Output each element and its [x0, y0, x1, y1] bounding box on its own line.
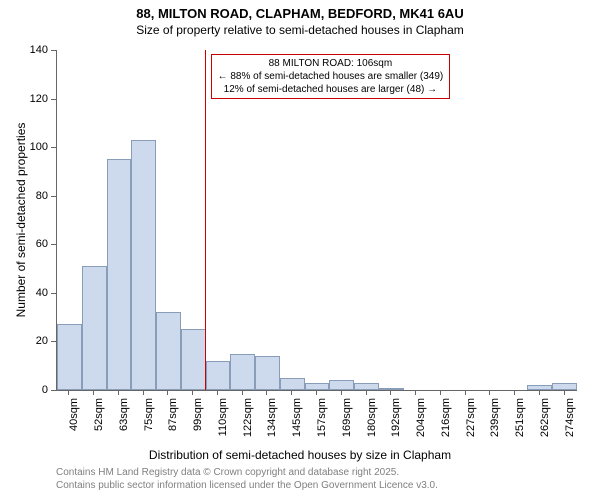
xtick-mark [118, 390, 119, 395]
histogram-bar [82, 266, 107, 390]
footer-text: Contains HM Land Registry data © Crown c… [56, 466, 438, 492]
xtick-label: 216sqm [440, 398, 452, 448]
xtick-label: 75sqm [143, 398, 155, 448]
ytick-mark [51, 196, 56, 197]
xtick-mark [192, 390, 193, 395]
histogram-bar [305, 383, 330, 390]
ytick-mark [51, 390, 56, 391]
xtick-label: 251sqm [514, 398, 526, 448]
xtick-mark [415, 390, 416, 395]
histogram-bar [354, 383, 379, 390]
xtick-mark [242, 390, 243, 395]
ytick-mark [51, 50, 56, 51]
subject-marker-line [205, 50, 207, 390]
histogram-bar [280, 378, 305, 390]
ytick-mark [51, 99, 56, 100]
xtick-mark [489, 390, 490, 395]
xtick-mark [341, 390, 342, 395]
xtick-label: 63sqm [118, 398, 130, 448]
xtick-mark [167, 390, 168, 395]
xtick-mark [266, 390, 267, 395]
ytick-label: 20 [36, 335, 48, 347]
title-line2: Size of property relative to semi-detach… [0, 23, 600, 37]
xtick-label: 40sqm [68, 398, 80, 448]
x-axis-label: Distribution of semi-detached houses by … [0, 448, 600, 462]
xtick-mark [440, 390, 441, 395]
xtick-label: 227sqm [465, 398, 477, 448]
ytick-mark [51, 293, 56, 294]
histogram-bar [156, 312, 181, 390]
footer-line2: Contains public sector information licen… [56, 480, 438, 491]
xtick-label: 169sqm [341, 398, 353, 448]
y-axis-label: Number of semi-detached properties [14, 100, 28, 340]
xtick-label: 180sqm [366, 398, 378, 448]
xtick-label: 239sqm [489, 398, 501, 448]
histogram-bar [131, 140, 156, 390]
histogram-bar [552, 383, 577, 390]
ytick-mark [51, 147, 56, 148]
xtick-label: 157sqm [316, 398, 328, 448]
ytick-label: 40 [36, 287, 48, 299]
xtick-mark [291, 390, 292, 395]
histogram-bar [107, 159, 132, 390]
xtick-label: 99sqm [192, 398, 204, 448]
annotation-box: 88 MILTON ROAD: 106sqm ← 88% of semi-deta… [211, 54, 451, 99]
ytick-mark [51, 244, 56, 245]
ytick-label: 80 [36, 190, 48, 202]
footer-line1: Contains HM Land Registry data © Crown c… [56, 467, 399, 478]
xtick-mark [316, 390, 317, 395]
xtick-mark [514, 390, 515, 395]
ytick-label: 0 [42, 384, 48, 396]
histogram-bar [230, 354, 255, 390]
xtick-label: 204sqm [415, 398, 427, 448]
ytick-label: 100 [30, 141, 48, 153]
xtick-label: 110sqm [217, 398, 229, 448]
histogram-bar [57, 324, 82, 390]
xtick-mark [366, 390, 367, 395]
xtick-mark [465, 390, 466, 395]
histogram-bar [527, 385, 552, 390]
ytick-label: 140 [30, 44, 48, 56]
histogram-bar [255, 356, 280, 390]
xtick-mark [217, 390, 218, 395]
xtick-label: 274sqm [564, 398, 576, 448]
chart-container: 88, MILTON ROAD, CLAPHAM, BEDFORD, MK41 … [0, 0, 600, 500]
xtick-label: 122sqm [242, 398, 254, 448]
annotation-line2: ← 88% of semi-detached houses are smalle… [218, 71, 444, 82]
xtick-mark [564, 390, 565, 395]
ytick-mark [51, 341, 56, 342]
xtick-mark [539, 390, 540, 395]
xtick-mark [143, 390, 144, 395]
xtick-label: 87sqm [167, 398, 179, 448]
histogram-bar [181, 329, 206, 390]
title-line1: 88, MILTON ROAD, CLAPHAM, BEDFORD, MK41 … [0, 6, 600, 21]
xtick-label: 52sqm [93, 398, 105, 448]
xtick-label: 192sqm [390, 398, 402, 448]
ytick-label: 60 [36, 238, 48, 250]
xtick-mark [93, 390, 94, 395]
xtick-label: 134sqm [266, 398, 278, 448]
xtick-label: 262sqm [539, 398, 551, 448]
annotation-line1: 88 MILTON ROAD: 106sqm [269, 58, 393, 69]
xtick-mark [390, 390, 391, 395]
histogram-bar [329, 380, 354, 390]
xtick-mark [68, 390, 69, 395]
xtick-label: 145sqm [291, 398, 303, 448]
histogram-bar [206, 361, 231, 390]
annotation-line3: 12% of semi-detached houses are larger (… [224, 84, 437, 95]
plot-area [56, 50, 577, 391]
ytick-label: 120 [30, 93, 48, 105]
